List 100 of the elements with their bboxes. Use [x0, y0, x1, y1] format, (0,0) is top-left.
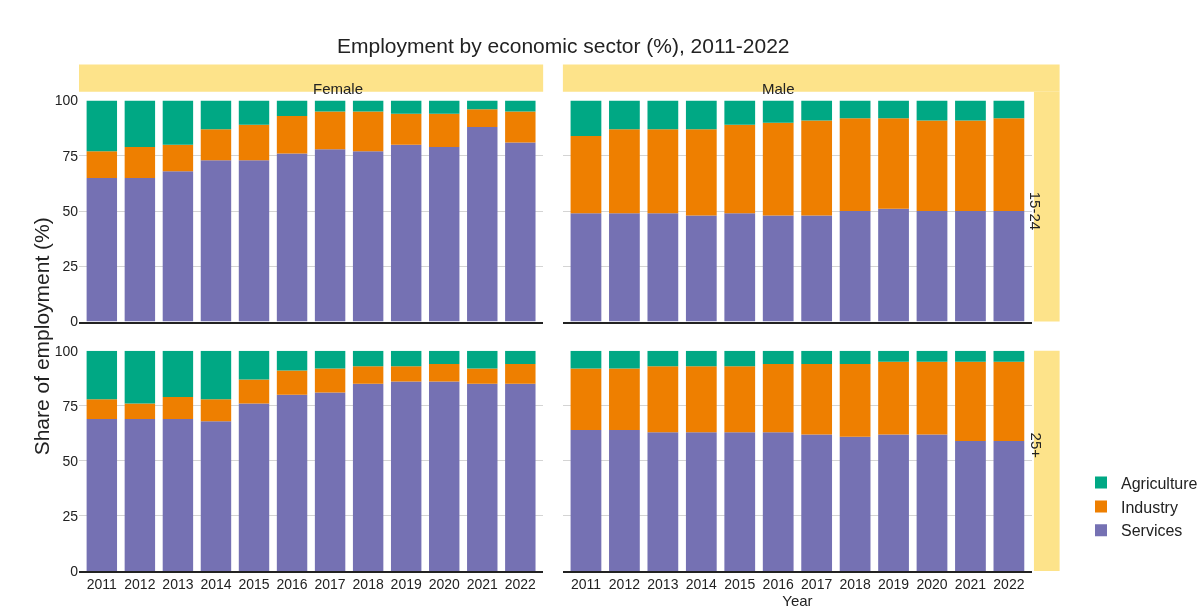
bar — [839, 100, 871, 119]
bar — [390, 144, 422, 322]
bar — [505, 111, 536, 143]
bar — [609, 350, 640, 369]
bar — [916, 100, 948, 121]
bar — [162, 397, 194, 420]
bar — [276, 153, 308, 322]
text: Employment by economic sector (%), 2011-2022 — [337, 34, 790, 57]
bar — [314, 149, 346, 322]
bar — [314, 392, 346, 571]
bar — [955, 361, 986, 442]
bar — [352, 111, 384, 152]
bar — [467, 383, 498, 571]
x-tick-label: 2015 — [724, 576, 756, 593]
x-tick-label: 2018 — [839, 576, 871, 593]
y-tick-label: 50 — [62, 202, 79, 219]
y-tick-label: 0 — [70, 562, 79, 579]
bar — [647, 213, 679, 322]
legend-label: Services — [1121, 522, 1183, 540]
bar — [200, 129, 232, 161]
x-axis-title: Year — [782, 592, 813, 610]
bar — [762, 350, 794, 365]
bar — [993, 441, 1025, 571]
x-tick-label: 2014 — [685, 576, 718, 593]
bar — [390, 381, 422, 571]
y-tick-label: 100 — [54, 92, 79, 109]
bar — [801, 100, 833, 121]
bar — [916, 434, 948, 571]
bar — [878, 208, 909, 322]
bar — [162, 171, 194, 322]
y-axis-title: Share of employment (%) — [29, 217, 53, 456]
bar — [647, 350, 679, 367]
bar — [647, 432, 679, 571]
bar — [124, 403, 156, 420]
y-tick-label: 75 — [62, 397, 79, 414]
bar — [429, 100, 460, 114]
bar — [390, 100, 422, 114]
bar — [238, 403, 270, 571]
bar — [609, 129, 640, 214]
bar — [762, 122, 794, 216]
x-tick-label: 2019 — [390, 576, 422, 593]
bar — [801, 364, 833, 435]
x-tick-label: 2021 — [954, 576, 987, 593]
bar — [429, 364, 460, 382]
bar — [505, 350, 536, 365]
x-tick-label: 2016 — [762, 576, 794, 593]
bar — [724, 350, 756, 367]
x-tick-label: 2013 — [647, 576, 679, 593]
bar — [839, 118, 871, 212]
bar — [162, 100, 194, 145]
bar — [724, 124, 756, 214]
bar — [505, 142, 536, 322]
bar — [762, 100, 794, 123]
bar — [955, 441, 986, 571]
x-tick-label: 2022 — [993, 576, 1025, 593]
x-tick-label: 2015 — [238, 576, 270, 593]
bar — [124, 146, 156, 178]
bar — [390, 366, 422, 382]
bar — [86, 350, 118, 400]
x-tick-label: 2019 — [877, 576, 910, 593]
bar — [238, 124, 270, 161]
bar — [762, 364, 794, 433]
bar — [467, 350, 498, 369]
bar — [916, 211, 948, 322]
bar — [200, 399, 232, 422]
bar — [609, 368, 640, 431]
bar — [647, 129, 679, 214]
bar — [467, 109, 498, 128]
x-tick-label: 2013 — [162, 576, 194, 593]
bar — [609, 430, 640, 571]
bar — [467, 127, 498, 322]
bar — [993, 100, 1025, 119]
bar — [505, 383, 536, 571]
bar — [429, 146, 460, 322]
bar — [724, 432, 756, 571]
chart-title: Male — [762, 80, 795, 97]
bar — [878, 100, 909, 119]
bar — [276, 370, 308, 395]
bar — [124, 100, 156, 147]
y-tick-label: 25 — [62, 507, 79, 524]
bar — [429, 350, 460, 365]
bar — [993, 118, 1025, 212]
bar — [839, 364, 871, 437]
bar — [570, 350, 602, 369]
x-tick-label: 2011 — [86, 576, 118, 593]
bar — [86, 177, 118, 322]
bar — [916, 120, 948, 212]
bar — [916, 361, 948, 435]
bar — [352, 350, 384, 367]
bar — [238, 160, 270, 322]
bar — [878, 350, 909, 362]
bar — [86, 399, 118, 420]
legend-label: Industry — [1121, 498, 1178, 516]
bar — [955, 120, 986, 212]
x-tick-label: 2021 — [466, 576, 499, 593]
bar — [124, 419, 156, 571]
bar — [505, 364, 536, 384]
bar — [609, 100, 640, 130]
text: 25+ — [1028, 432, 1046, 459]
bar — [570, 213, 602, 322]
